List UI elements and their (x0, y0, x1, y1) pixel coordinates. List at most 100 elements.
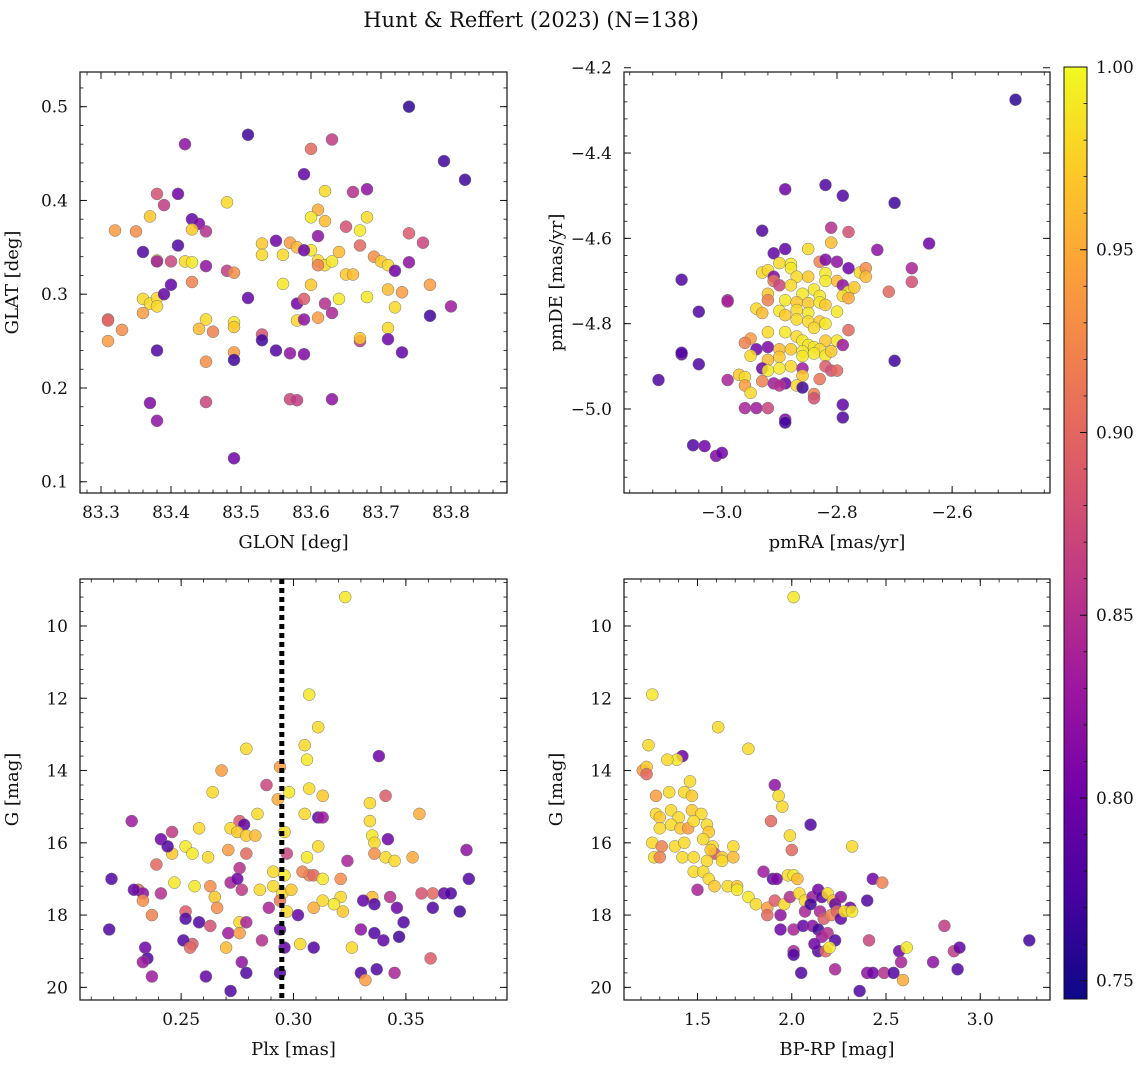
scatter-point (188, 879, 201, 893)
scatter-point (836, 411, 850, 424)
x-axis-label: BP-RP [mag] (779, 1039, 894, 1060)
scatter-point (199, 395, 213, 409)
y-tick-label: −5.0 (571, 400, 612, 420)
scatter-point (370, 963, 383, 976)
scatter-point (862, 934, 876, 947)
scatter-point (316, 872, 329, 886)
scatter-point (727, 851, 740, 864)
scatter-point (804, 818, 817, 831)
scatter-point (807, 392, 821, 405)
scatter-point (253, 883, 267, 897)
scatter-point (255, 333, 269, 347)
scatter-point (138, 941, 152, 954)
scatter-point (951, 963, 964, 976)
scatter-point (683, 775, 697, 788)
scatter-point (297, 167, 311, 181)
scatter-point (201, 851, 215, 864)
scatter-point (437, 154, 451, 168)
scatter-point (819, 274, 832, 288)
scatter-point (778, 416, 792, 429)
scatter-point (164, 255, 178, 268)
scatter-point (154, 887, 168, 900)
scatter-point (828, 963, 842, 976)
scatter-point (416, 236, 430, 249)
scatter-point (790, 313, 803, 326)
scatter-point (397, 916, 410, 929)
scatter-point (700, 854, 714, 868)
scatter-point (204, 919, 217, 933)
x-tick-label: 0.25 (162, 1010, 200, 1030)
scatter-point (338, 590, 352, 604)
scatter-point (426, 901, 440, 915)
scatter-point (640, 767, 653, 781)
scatter-point (241, 291, 255, 305)
scatter-point (678, 836, 691, 850)
scatter-point (325, 255, 339, 268)
scatter-point (185, 223, 199, 236)
scatter-point (460, 843, 473, 857)
scatter-point (444, 887, 458, 900)
scatter-point (171, 187, 185, 201)
scatter-point (413, 807, 426, 821)
scatter-point (311, 720, 325, 734)
y-tick-label: 18 (590, 906, 612, 926)
scatter-point (768, 778, 782, 792)
scatter-point (240, 966, 253, 980)
scatter-point (761, 364, 775, 377)
scatter-point (882, 285, 896, 298)
scatter-point (819, 298, 832, 312)
scatter-point (307, 901, 320, 915)
scatter-point (773, 256, 786, 270)
subplot-proper-motion: −3.0 −2.8 −2.6 −5.0 −4.8 −4.6 −4.4 −4.2 pmRA [ma… (546, 59, 1051, 553)
scatter-point (755, 224, 769, 237)
colorbar-tick-label: 0.95 (1096, 241, 1134, 261)
scatter-point (334, 872, 347, 886)
scatter-point (830, 305, 844, 318)
y-tick-label: 0.2 (41, 379, 68, 399)
scatter-point (875, 876, 889, 889)
scatter-point (770, 872, 783, 886)
scatter-point (794, 966, 808, 980)
scatter-point (157, 198, 171, 212)
scatter-point (727, 840, 740, 853)
y-tick-label: 16 (46, 834, 68, 854)
scatter-point (311, 229, 325, 243)
y-tick-label: 14 (46, 762, 68, 782)
scatter-point (390, 901, 404, 915)
scatter-point (311, 258, 325, 272)
scatter-point (761, 340, 775, 354)
scatter-point (185, 256, 199, 269)
y-tick-label: −4.2 (571, 59, 612, 79)
scatter-point (462, 872, 476, 886)
scatter-point (219, 941, 233, 954)
colorbar-tick-label: 0.75 (1096, 972, 1134, 992)
scatter-point (368, 926, 381, 940)
scatter-point (388, 966, 401, 980)
scatter-point (784, 279, 798, 292)
scatter-point (744, 386, 757, 400)
scatter-point (685, 789, 699, 803)
scatter-point (125, 814, 138, 828)
scatter-point (653, 822, 667, 835)
scatter-point (168, 876, 181, 889)
scatter-point (785, 843, 799, 857)
scatter-point (423, 278, 437, 292)
scatter-point (896, 973, 910, 987)
y-tick-label: 0.1 (41, 473, 68, 493)
scatter-point (297, 313, 311, 326)
scatter-point (824, 345, 838, 358)
scatter-point (830, 255, 844, 269)
scatter-point (778, 325, 792, 339)
scatter-point (101, 314, 115, 327)
scatter-point (143, 396, 157, 410)
scatter-point (353, 332, 367, 345)
scatter-point (297, 292, 311, 306)
scatter-point (801, 242, 815, 256)
scatter-point (318, 184, 332, 198)
scatter-point (807, 321, 821, 335)
subplot-color-magnitude: 1.5 2.0 2.5 3.0 10 12 14 16 18 20 BP-RP [mag] G [ma… (546, 578, 1051, 1060)
scatter-point (738, 336, 752, 350)
scatter-point (655, 840, 668, 853)
scatter-point (787, 590, 800, 604)
scatter-point (807, 347, 821, 360)
